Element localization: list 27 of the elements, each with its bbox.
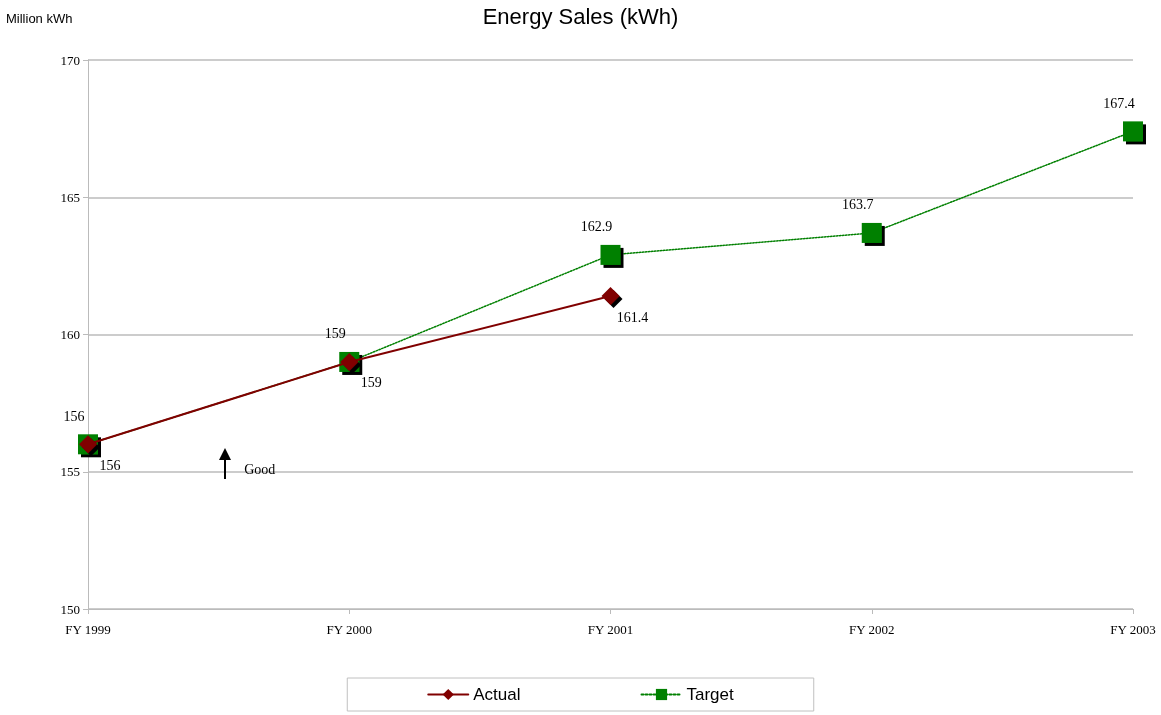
y-axis-title: Million kWh (6, 11, 73, 26)
legend-label: Target (686, 685, 735, 704)
data-label: 159 (360, 375, 382, 391)
data-label: 162.9 (580, 219, 613, 235)
data-label: 159 (324, 326, 346, 342)
point (1123, 121, 1143, 142)
x-tick-label: FY 2002 (849, 622, 895, 637)
data-label: 161.4 (616, 309, 649, 325)
y-tick-label: 150 (60, 601, 80, 617)
y-tick-label: 155 (60, 464, 80, 480)
data-label: 163.7 (842, 197, 874, 213)
x-tick-label: FY 2003 (1110, 622, 1156, 637)
point (600, 244, 621, 265)
x-tick-label: FY 2001 (587, 622, 634, 637)
data-label: 167.4 (1103, 95, 1135, 111)
legend-label: Actual (473, 685, 521, 704)
annotation: Good (244, 461, 276, 478)
x-tick-label: FY 2000 (326, 622, 372, 637)
data-label: 156 (63, 408, 85, 424)
y-tick-label: 165 (60, 189, 80, 205)
y-tick-label: 160 (60, 327, 80, 342)
point (601, 287, 620, 306)
y-tick-label: 170 (60, 52, 80, 68)
point (861, 222, 882, 243)
chart-title: Energy Sales (kWh) (482, 3, 679, 29)
data-label: 156 (99, 457, 121, 473)
x-tick-label: FY 1999 (65, 622, 111, 637)
